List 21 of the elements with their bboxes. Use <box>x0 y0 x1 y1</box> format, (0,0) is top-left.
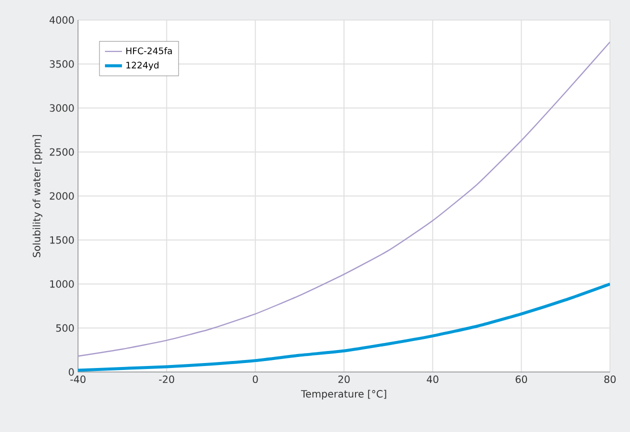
y-tick-label: 1000 <box>50 280 74 288</box>
x-tick-label: -20 <box>159 376 174 384</box>
y-tick-label: 2000 <box>50 192 74 200</box>
y-tick-label: 3500 <box>50 60 74 68</box>
y-tick-label: 4000 <box>50 16 74 24</box>
y-tick-label: 1500 <box>50 236 74 244</box>
y-tick-label: 0 <box>68 368 74 376</box>
x-tick-label: 0 <box>252 376 258 384</box>
y-axis-title: Solubility of water [ppm] <box>32 135 42 258</box>
legend-label: 1224yd <box>126 62 158 70</box>
x-tick-label: 80 <box>604 376 616 384</box>
y-tick-label: 2500 <box>50 148 74 156</box>
x-tick-label: 20 <box>338 376 350 384</box>
x-axis-title: Temperature [°C] <box>300 390 386 400</box>
legend-label: HFC-245fa <box>126 47 172 54</box>
line-series <box>78 41 610 357</box>
x-tick-label: 40 <box>426 376 438 384</box>
x-tick-label: 60 <box>516 376 528 384</box>
y-tick-label: 3000 <box>50 104 74 112</box>
y-tick-label: 500 <box>56 324 74 332</box>
x-tick-label: -40 <box>70 376 86 384</box>
